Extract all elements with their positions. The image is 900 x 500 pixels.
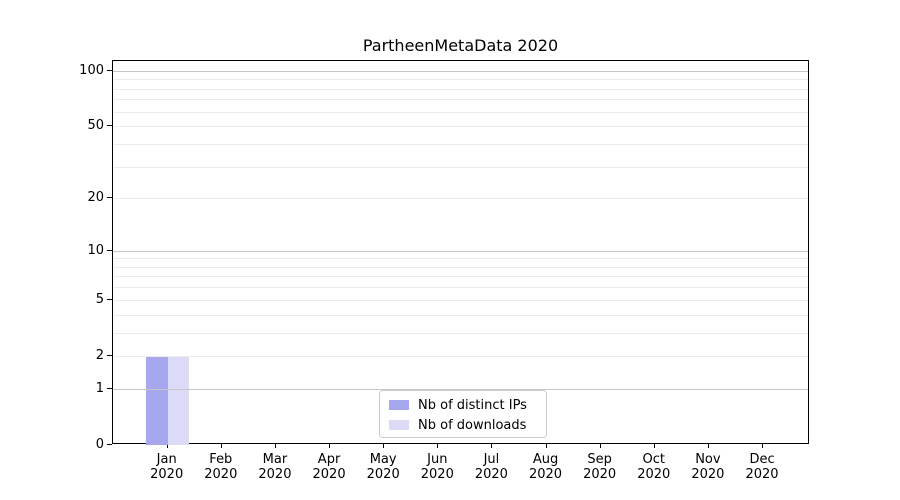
legend-swatch-downloads	[389, 420, 409, 430]
y-tick-mark	[107, 249, 112, 251]
y-minor-gridline	[113, 99, 808, 101]
y-tick-mark	[107, 197, 112, 199]
y-minor-gridline	[113, 143, 808, 145]
x-tick-label-jun: Jun 2020	[420, 452, 454, 482]
legend-label-distinct-ips: Nb of distinct IPs	[418, 397, 527, 413]
y-major-gridline	[113, 250, 808, 252]
y-tick-label: 100	[79, 62, 104, 78]
x-tick-mark	[274, 444, 276, 448]
legend-item-distinct-ips: Nb of distinct IPs	[389, 395, 546, 415]
y-minor-gridline	[113, 266, 808, 268]
x-tick-label-jan: Jan 2020	[150, 452, 184, 482]
y-tick-mark	[107, 444, 112, 445]
x-tick-label-mar: Mar 2020	[258, 452, 292, 482]
y-tick-mark	[107, 387, 112, 389]
chart-title: PartheenMetaData 2020	[362, 36, 559, 55]
x-tick-label-feb: Feb 2020	[204, 452, 238, 482]
y-tick-label: 1	[95, 380, 104, 396]
y-major-gridline	[113, 70, 808, 72]
y-minor-gridline	[113, 79, 808, 81]
x-tick-mark	[491, 444, 493, 448]
y-minor-gridline	[113, 332, 808, 334]
x-tick-label-may: May 2020	[366, 452, 400, 482]
y-minor-gridline	[113, 88, 808, 90]
y-tick-mark	[107, 298, 112, 300]
bar-jan-series0	[146, 355, 168, 445]
legend-item-downloads: Nb of downloads	[389, 415, 546, 435]
legend-label-downloads: Nb of downloads	[418, 417, 527, 433]
legend: Nb of distinct IPs Nb of downloads	[379, 390, 547, 438]
x-tick-mark	[383, 444, 385, 448]
x-tick-mark	[220, 444, 222, 448]
x-tick-label-aug: Aug 2020	[528, 452, 563, 482]
y-minor-gridline	[113, 166, 808, 168]
x-tick-mark	[166, 444, 168, 448]
x-tick-mark	[599, 444, 601, 448]
y-minor-gridline	[113, 299, 808, 301]
y-tick-mark	[107, 69, 112, 71]
y-minor-gridline	[113, 287, 808, 289]
y-minor-gridline	[113, 126, 808, 128]
y-tick-label: 2	[95, 347, 104, 363]
y-major-gridline	[113, 388, 808, 390]
x-tick-label-nov: Nov 2020	[691, 452, 725, 482]
y-tick-label: 50	[87, 118, 104, 134]
y-tick-label: 10	[87, 242, 104, 258]
x-tick-label-apr: Apr 2020	[312, 452, 346, 482]
y-tick-label: 20	[87, 190, 104, 206]
x-tick-label-jul: Jul 2020	[474, 452, 508, 482]
x-tick-mark	[762, 444, 764, 448]
plot-area	[112, 60, 809, 445]
x-tick-mark	[545, 444, 547, 448]
y-minor-gridline	[113, 258, 808, 260]
x-tick-mark	[707, 444, 709, 448]
y-tick-label: 0	[95, 437, 104, 452]
y-tick-mark	[107, 125, 112, 127]
x-tick-label-sep: Sep 2020	[583, 452, 617, 482]
x-tick-mark	[329, 444, 331, 448]
x-tick-mark	[653, 444, 655, 448]
y-minor-gridline	[113, 276, 808, 278]
y-minor-gridline	[113, 111, 808, 113]
x-tick-label-dec: Dec 2020	[745, 452, 779, 482]
legend-swatch-distinct-ips	[389, 400, 409, 410]
x-tick-label-oct: Oct 2020	[637, 452, 671, 482]
y-minor-gridline	[113, 314, 808, 316]
y-tick-mark	[107, 354, 112, 356]
y-minor-gridline	[113, 198, 808, 200]
y-minor-gridline	[113, 355, 808, 357]
bar-jan-series1	[167, 355, 190, 445]
y-tick-label: 5	[95, 291, 104, 307]
x-tick-mark	[437, 444, 439, 448]
